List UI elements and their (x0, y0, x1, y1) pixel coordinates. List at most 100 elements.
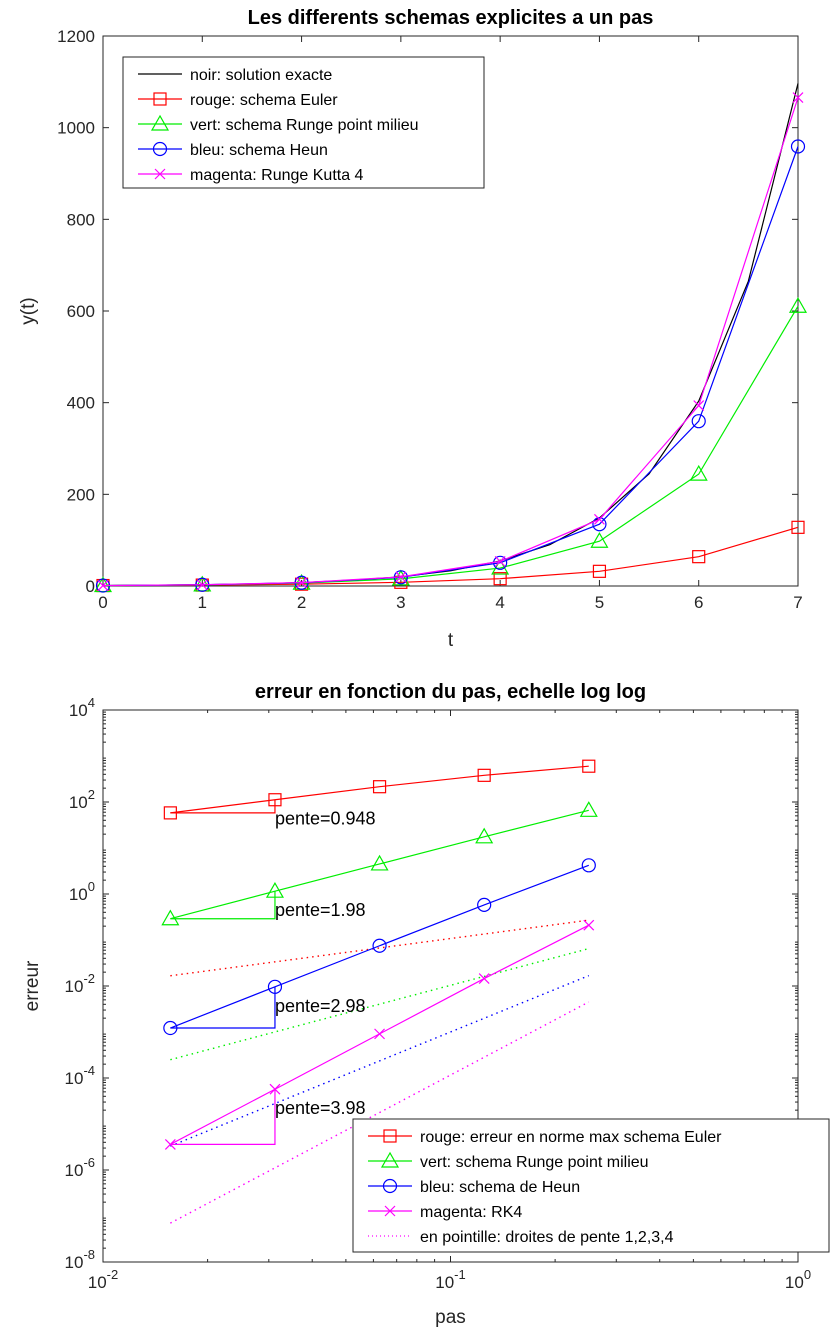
legend-label-2: magenta: RK4 (420, 1204, 522, 1221)
data-point-1 (493, 572, 507, 586)
legend-entry-2-marker (382, 1178, 398, 1194)
x-axis-label-1: t (448, 630, 454, 651)
chart-title-2: erreur en fonction du pas, echelle log l… (255, 681, 646, 703)
reference-line-2 (170, 974, 590, 1147)
data-point-2 (374, 1028, 385, 1040)
data-point-1 (491, 558, 510, 575)
y-tick-label-2-base: 10 (69, 793, 88, 812)
data-point-2 (579, 801, 598, 817)
legend-label-1: vert: schema Runge point milieu (190, 117, 419, 134)
data-point-1 (592, 564, 607, 578)
y-tick-label-2-base: 10 (65, 977, 84, 996)
x-tick-label-2: 10-1 (435, 1267, 465, 1292)
y-tick-label-2-exponent: -2 (83, 971, 95, 986)
legend-label-1: noir: solution exacte (190, 67, 332, 84)
legend-label-1: bleu: schema Heun (190, 142, 328, 159)
x-tick-label-1: 5 (595, 593, 604, 612)
data-point-2 (161, 909, 180, 926)
data-point-1 (594, 513, 605, 525)
x-tick-label-1: 7 (793, 593, 802, 612)
data-point-1 (693, 400, 705, 412)
y-tick-label-2: 10-6 (65, 1155, 95, 1180)
legend-entry-1-marker (153, 92, 167, 106)
data-point-1 (790, 139, 806, 154)
y-tick-label-2-base: 10 (69, 885, 88, 904)
legend-1: noir: solution exacte rouge: schema Euler… (122, 56, 485, 189)
legend-entry-1-marker (154, 168, 166, 180)
x-tick-label-1: 2 (297, 593, 306, 612)
data-point-1 (395, 571, 407, 583)
series-line-2 (170, 809, 589, 920)
legend-entry-2-marker (380, 1151, 400, 1168)
data-point-1 (296, 577, 307, 589)
data-point-1 (689, 464, 708, 481)
legend-box-1 (122, 56, 485, 189)
data-point-1 (691, 414, 706, 429)
legend-entry-2-marker (384, 1205, 396, 1217)
slope-label-2: pente=0.948 (275, 809, 376, 829)
data-point-2 (581, 858, 596, 873)
x-tick-label-2-base: 10 (88, 1273, 107, 1292)
slope-label-2: pente=1.98 (275, 900, 366, 920)
data-point-2 (477, 897, 492, 912)
series-line-2 (170, 765, 589, 814)
y-tick-label-2-exponent: -6 (83, 1155, 95, 1170)
slope-label-2: pente=3.98 (275, 1098, 366, 1118)
legend-entry-1-marker (152, 141, 168, 157)
y-tick-label-1: 1200 (57, 27, 95, 46)
y-tick-label-2-exponent: 0 (88, 879, 95, 894)
data-point-2 (582, 759, 596, 773)
data-point-1 (791, 520, 805, 534)
y-tick-label-1: 200 (67, 485, 95, 504)
x-tick-label-2-exponent: -1 (454, 1267, 466, 1282)
y-tick-label-2-exponent: -8 (83, 1247, 95, 1262)
data-point-2 (269, 1083, 281, 1095)
x-tick-label-1: 3 (396, 593, 405, 612)
data-point-1 (97, 580, 109, 591)
y-tick-label-2-base: 10 (69, 701, 88, 720)
x-tick-label-2: 10-2 (88, 1267, 118, 1292)
data-point-2 (372, 780, 387, 794)
data-point-2 (583, 919, 595, 931)
reference-line-2 (170, 947, 589, 1061)
y-tick-label-2: 10-8 (65, 1247, 95, 1272)
x-tick-label-1: 4 (495, 593, 504, 612)
data-point-2 (265, 881, 284, 898)
y-axis-label-1: y(t) (18, 297, 39, 324)
y-tick-label-2-exponent: 2 (88, 787, 95, 802)
data-point-2 (477, 768, 491, 782)
chart-title-1: Les differents schemas explicites a un p… (248, 7, 654, 29)
x-axis-label-2: pas (435, 1307, 466, 1328)
x-tick-label-1: 6 (694, 593, 703, 612)
data-point-2 (164, 1138, 176, 1150)
data-point-1 (494, 555, 506, 567)
y-axis-label-2: erreur (22, 960, 43, 1011)
y-tick-label-2-base: 10 (65, 1069, 84, 1088)
data-point-1 (692, 550, 706, 564)
legend-label-2: en pointille: droites de pente 1,2,3,4 (420, 1229, 674, 1246)
data-point-2 (268, 793, 282, 807)
slope-triangle-2 (170, 799, 276, 814)
y-tick-label-2-exponent: 4 (88, 695, 95, 710)
y-tick-label-2: 10-4 (65, 1063, 95, 1088)
series-line-1 (102, 97, 799, 587)
data-point-2 (372, 938, 387, 953)
data-point-1 (792, 92, 804, 104)
x-tick-label-1: 1 (198, 593, 207, 612)
series-line-2 (170, 864, 589, 1029)
x-tick-label-2: 100 (785, 1267, 811, 1292)
x-tick-label-2-exponent: -2 (107, 1267, 119, 1282)
y-tick-label-1: 800 (67, 210, 95, 229)
y-tick-label-2: 10-2 (65, 971, 95, 996)
slope-label-2: pente=2.98 (275, 996, 366, 1016)
legend-label-1: rouge: schema Euler (190, 92, 338, 109)
y-tick-label-2-base: 10 (65, 1253, 84, 1272)
legend-label-1: magenta: Runge Kutta 4 (190, 167, 364, 184)
slope-triangle-2 (170, 1089, 276, 1146)
data-point-1 (788, 297, 808, 313)
legend-entry-2-marker (383, 1129, 397, 1143)
data-point-2 (370, 854, 389, 871)
